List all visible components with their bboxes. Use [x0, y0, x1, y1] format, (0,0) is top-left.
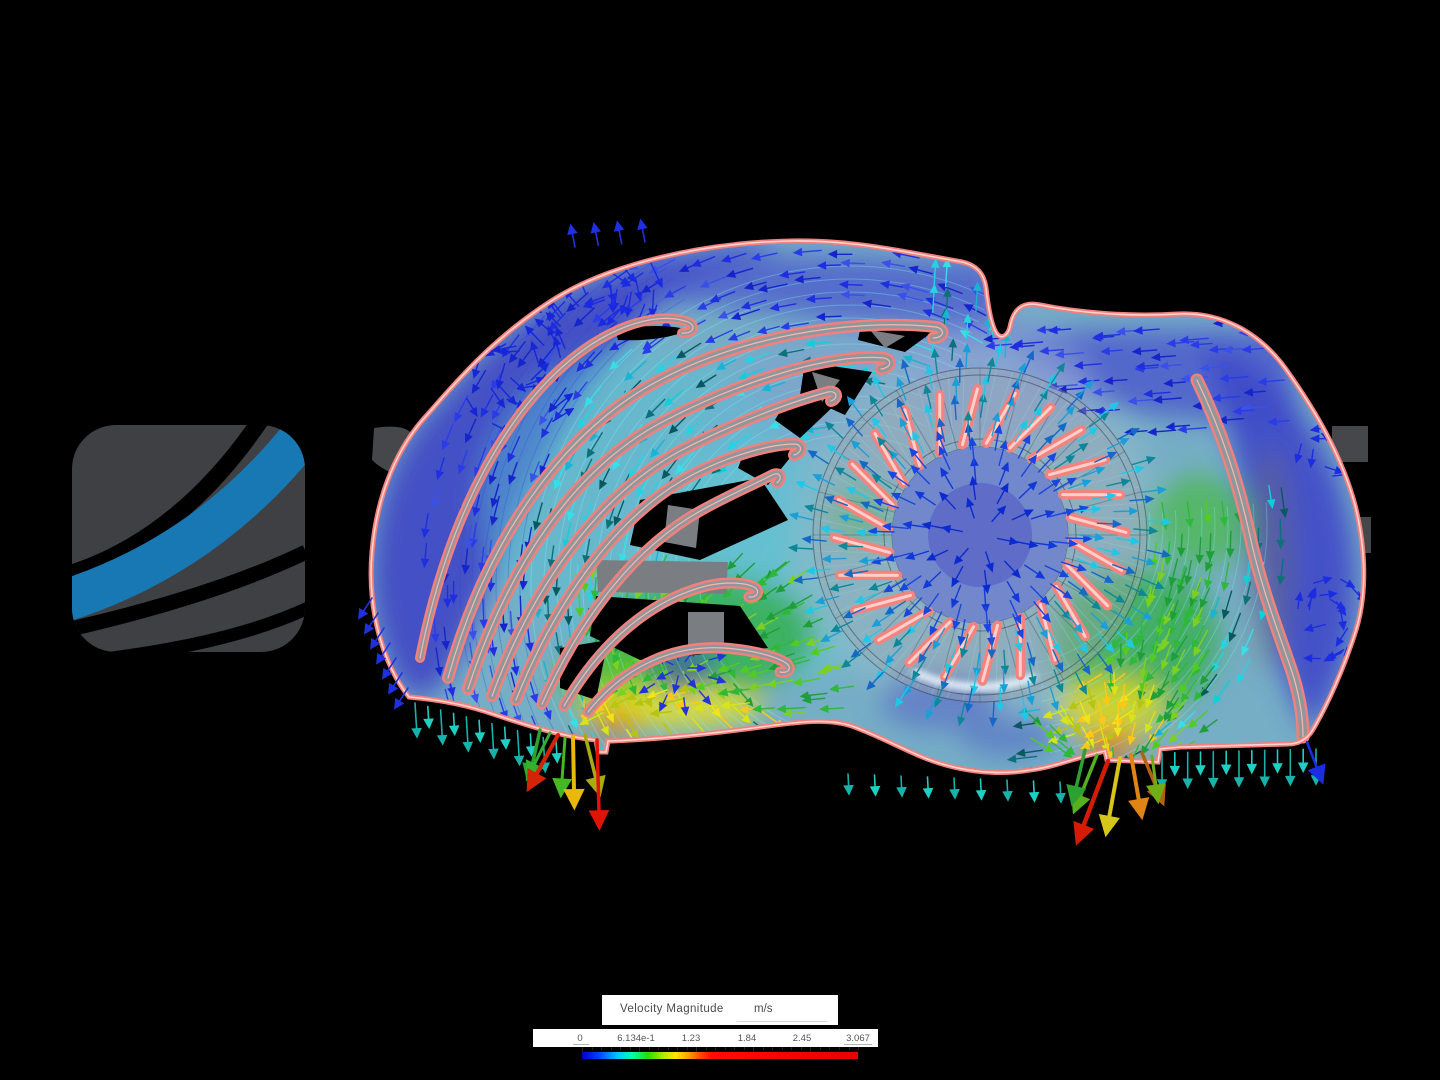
impeller	[787, 342, 1173, 728]
legend-scale-box: 0 6.134e-1 1.23 1.84 2.45 3.067	[533, 1029, 878, 1047]
legend-tick-label: 3.067	[846, 1033, 870, 1044]
simscale-watermark-logo	[72, 425, 305, 652]
legend-unit-underline	[737, 1021, 827, 1022]
logo-stripe-dark-1	[72, 425, 270, 584]
logo-stripe-dark-2	[72, 545, 305, 638]
legend-title-box: Velocity Magnitude m/s	[602, 995, 838, 1025]
legend-tick-marks	[582, 1047, 859, 1052]
legend-tick-label: 0	[577, 1033, 583, 1044]
logo-swoosh	[72, 425, 305, 622]
legend-colorbar	[582, 1052, 858, 1059]
outlet-flow-arrows	[358, 218, 1326, 846]
guide-vane-blades	[415, 313, 1310, 744]
logo-stripe-dark-3	[111, 602, 305, 652]
legend-tick-label: 6.134e-1	[617, 1033, 655, 1044]
legend-tick-label: 2.45	[792, 1033, 812, 1044]
legend-title: Velocity Magnitude	[620, 1003, 724, 1015]
legend-endpoint-underline	[573, 1044, 589, 1045]
legend-endpoint-underline	[844, 1044, 872, 1045]
legend-tick-label: 1.84	[737, 1033, 757, 1044]
legend-unit: m/s	[754, 1003, 773, 1015]
legend-tick-label: 1.23	[681, 1033, 701, 1044]
